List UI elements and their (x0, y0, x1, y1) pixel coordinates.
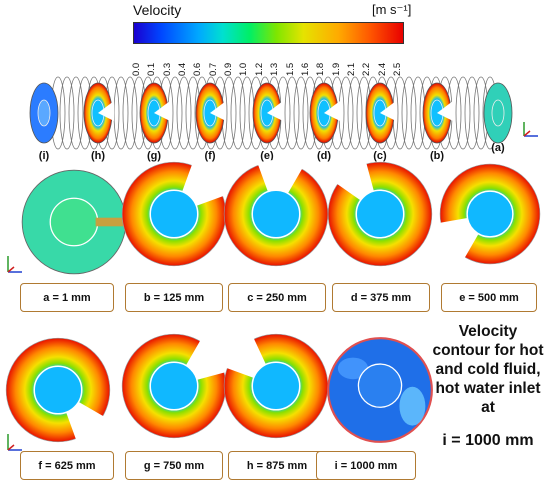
pipe-section-caption: (g) (146, 150, 162, 162)
pipe-section-disc (483, 82, 513, 144)
velocity-contour-disc (223, 160, 329, 267)
position-label: i = 1000 mm (316, 451, 416, 480)
velocity-colorbar (133, 22, 404, 44)
legend-unit: [m s⁻¹] (372, 2, 412, 17)
pipe-section-caption: (b) (429, 150, 445, 162)
velocity-contour-disc (21, 169, 128, 275)
axis-triad-icon (523, 122, 538, 137)
velocity-contour-disc (327, 337, 433, 443)
pipe-overview (29, 76, 513, 150)
axis-triad-icon (7, 434, 22, 451)
pipe-section-disc (195, 82, 226, 144)
pipe-section-disc (309, 82, 340, 144)
pipe-section-disc (83, 82, 114, 144)
velocity-contour-disc (327, 161, 433, 267)
pipe-section-disc (252, 82, 283, 144)
pipe-section-disc (365, 82, 396, 144)
position-label: b = 125 mm (125, 283, 223, 312)
pipe-section-disc (139, 82, 170, 144)
velocity-contour-disc (223, 333, 329, 439)
pipe-section-disc (422, 82, 453, 144)
pipe-section-disc (29, 82, 59, 144)
note-inlet-position: i = 1000 mm (442, 432, 534, 449)
axis-triad-icon (7, 256, 22, 273)
position-label: e = 500 mm (441, 283, 537, 312)
pipe-section-caption: (c) (373, 150, 387, 162)
pipe-section-caption: (h) (90, 150, 106, 162)
pipe-section-caption: (e) (260, 150, 274, 162)
pipe-section-caption: (i) (38, 150, 50, 162)
pipe-section-caption: (a) (491, 142, 505, 154)
note-text: Velocity contour for hot and cold fluid,… (432, 323, 544, 416)
position-label: g = 750 mm (125, 451, 223, 480)
velocity-contour-disc (121, 333, 227, 439)
position-label: a = 1 mm (20, 283, 114, 312)
legend-title: Velocity (133, 2, 182, 18)
position-label: c = 250 mm (228, 283, 326, 312)
pipe-section-caption: (f) (204, 150, 216, 162)
position-label: d = 375 mm (332, 283, 430, 312)
position-label: f = 625 mm (20, 451, 114, 480)
velocity-contour-disc (121, 161, 227, 267)
position-label: h = 875 mm (228, 451, 326, 480)
velocity-contour-disc (5, 337, 111, 443)
velocity-contour-disc (438, 163, 541, 265)
pipe-section-caption: (d) (316, 150, 332, 162)
